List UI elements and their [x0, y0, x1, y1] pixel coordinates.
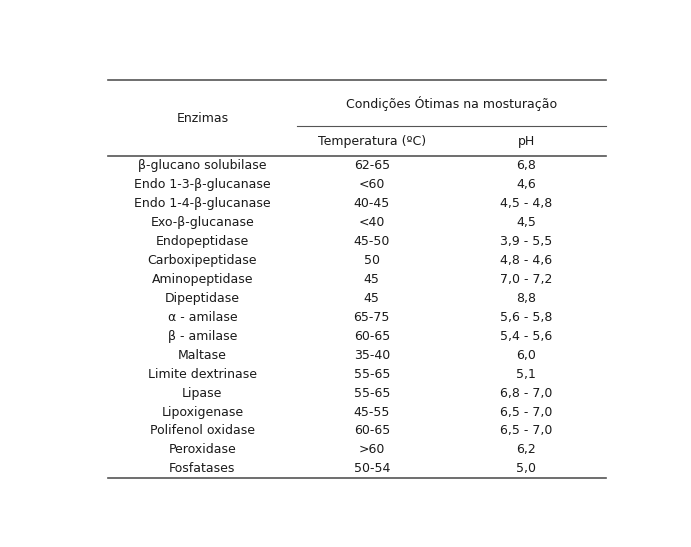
Text: pH: pH [518, 135, 535, 148]
Text: 5,0: 5,0 [516, 462, 536, 475]
Text: Temperatura (ºC): Temperatura (ºC) [318, 135, 426, 148]
Text: Endo 1-4-β-glucanase: Endo 1-4-β-glucanase [134, 197, 271, 210]
Text: β - amilase: β - amilase [168, 330, 237, 342]
Text: 50-54: 50-54 [354, 462, 390, 475]
Text: 4,8 - 4,6: 4,8 - 4,6 [500, 254, 552, 267]
Text: Lipase: Lipase [182, 387, 223, 399]
Text: <40: <40 [359, 216, 385, 229]
Text: Enzimas: Enzimas [176, 112, 229, 125]
Text: 62-65: 62-65 [354, 159, 390, 172]
Text: 55-65: 55-65 [354, 387, 390, 399]
Text: Endo 1-3-β-glucanase: Endo 1-3-β-glucanase [134, 178, 271, 191]
Text: Lipoxigenase: Lipoxigenase [162, 405, 243, 418]
Text: 6,2: 6,2 [516, 444, 536, 456]
Text: 6,5 - 7,0: 6,5 - 7,0 [500, 405, 552, 418]
Text: 55-65: 55-65 [354, 368, 390, 381]
Text: 40-45: 40-45 [354, 197, 390, 210]
Text: 4,6: 4,6 [516, 178, 536, 191]
Text: Condições Ótimas na mosturação: Condições Ótimas na mosturação [346, 96, 557, 111]
Text: 5,4 - 5,6: 5,4 - 5,6 [500, 330, 552, 342]
Text: <60: <60 [359, 178, 385, 191]
Text: 45: 45 [364, 273, 379, 286]
Text: 6,8 - 7,0: 6,8 - 7,0 [500, 387, 552, 399]
Text: 5,6 - 5,8: 5,6 - 5,8 [500, 311, 552, 324]
Text: Polifenol oxidase: Polifenol oxidase [150, 424, 255, 438]
Text: β-glucano solubilase: β-glucano solubilase [138, 159, 267, 172]
Text: Endopeptidase: Endopeptidase [155, 235, 249, 248]
Text: α - amilase: α - amilase [168, 311, 237, 324]
Text: 60-65: 60-65 [354, 424, 390, 438]
Text: 35-40: 35-40 [354, 348, 390, 362]
Text: >60: >60 [359, 444, 385, 456]
Text: 7,0 - 7,2: 7,0 - 7,2 [500, 273, 552, 286]
Text: 4,5 - 4,8: 4,5 - 4,8 [500, 197, 552, 210]
Text: 60-65: 60-65 [354, 330, 390, 342]
Text: Dipeptidase: Dipeptidase [165, 292, 240, 305]
Text: 4,5: 4,5 [516, 216, 536, 229]
Text: 45-55: 45-55 [354, 405, 390, 418]
Text: 6,5 - 7,0: 6,5 - 7,0 [500, 424, 552, 438]
Text: 6,8: 6,8 [516, 159, 536, 172]
Text: 6,0: 6,0 [516, 348, 536, 362]
Text: 65-75: 65-75 [354, 311, 390, 324]
Text: 8,8: 8,8 [516, 292, 536, 305]
Text: 50: 50 [363, 254, 380, 267]
Text: Maltase: Maltase [178, 348, 227, 362]
Text: Exo-β-glucanase: Exo-β-glucanase [151, 216, 254, 229]
Text: Aminopeptidase: Aminopeptidase [151, 273, 253, 286]
Text: Fosfatases: Fosfatases [169, 462, 236, 475]
Text: Peroxidase: Peroxidase [169, 444, 236, 456]
Text: 5,1: 5,1 [516, 368, 536, 381]
Text: Carboxipeptidase: Carboxipeptidase [148, 254, 257, 267]
Text: 45-50: 45-50 [354, 235, 390, 248]
Text: 3,9 - 5,5: 3,9 - 5,5 [500, 235, 552, 248]
Text: Limite dextrinase: Limite dextrinase [148, 368, 257, 381]
Text: 45: 45 [364, 292, 379, 305]
